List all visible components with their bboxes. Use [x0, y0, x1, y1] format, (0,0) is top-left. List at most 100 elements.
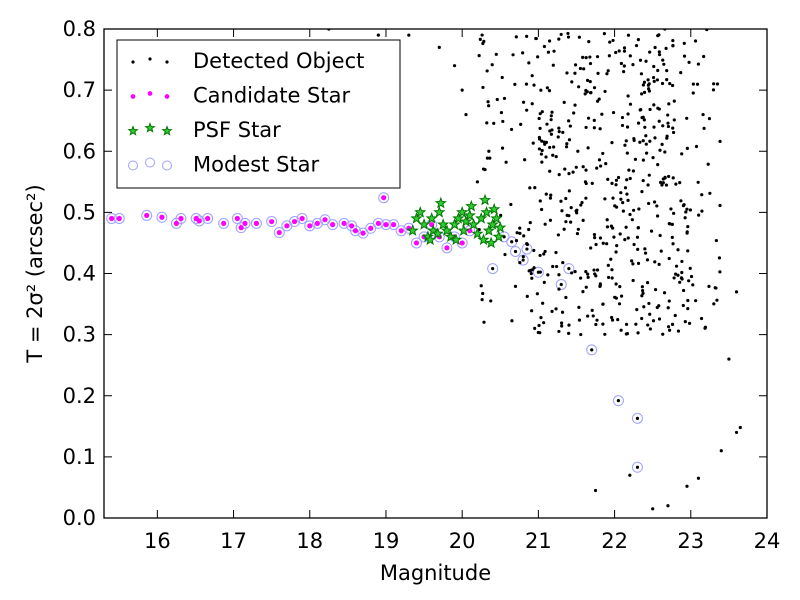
detected-point	[670, 235, 674, 239]
detected-point	[683, 320, 687, 324]
detected-point	[592, 232, 597, 237]
detected-point	[636, 331, 640, 335]
detected-point	[576, 149, 580, 153]
detected-point	[616, 318, 620, 322]
x-tick-label: 19	[373, 529, 400, 553]
detected-point	[686, 225, 690, 229]
detected-point	[585, 78, 590, 83]
plot-marks	[106, 29, 742, 511]
detected-point	[616, 175, 621, 180]
series-modest	[106, 192, 643, 473]
psf-star-point	[431, 227, 444, 239]
detected-point	[500, 146, 505, 150]
detected-point	[609, 257, 613, 261]
modest-star-point	[156, 211, 168, 223]
modest-star-point	[631, 412, 643, 424]
psf-star-point	[444, 230, 457, 243]
detected-point	[562, 100, 566, 104]
detected-point	[643, 247, 647, 251]
detected-point	[546, 50, 551, 54]
detected-point	[661, 332, 665, 336]
detected-point	[549, 114, 553, 118]
detected-point	[631, 278, 635, 283]
psf-star-point	[467, 218, 480, 230]
detected-point	[584, 168, 588, 172]
detected-point	[603, 89, 607, 94]
detected-point	[562, 227, 566, 231]
detected-point	[567, 331, 571, 335]
detected-point	[539, 88, 543, 92]
detected-point	[646, 183, 650, 187]
detected-point	[648, 327, 652, 331]
detected-point	[544, 192, 548, 196]
detected-point	[588, 91, 593, 95]
detected-point	[574, 165, 578, 169]
modest-star-point	[586, 344, 598, 356]
detected-point	[548, 145, 552, 150]
detected-point	[621, 201, 625, 205]
candidate-star-point	[159, 214, 165, 220]
modest-star-point	[327, 219, 339, 231]
detected-point	[668, 82, 672, 86]
detected-point	[655, 204, 659, 208]
detected-point	[632, 242, 636, 247]
detected-point	[685, 484, 689, 488]
detected-point	[581, 165, 585, 169]
detected-point	[538, 112, 542, 116]
detected-point	[683, 216, 687, 220]
detected-point	[679, 71, 683, 75]
detected-point	[540, 110, 544, 114]
detected-point	[550, 128, 554, 132]
y-axis-label: T = 2σ² (arcsec²)	[23, 184, 47, 363]
detected-point	[626, 112, 630, 116]
axis-ticks: 16 17 18 19 20 21 22 23 24 0.0 0.1 0.2 0.3 0.4 0.5 0.6 0…	[63, 17, 781, 553]
detected-point	[588, 80, 592, 84]
detected-point	[574, 209, 578, 213]
modest-star-point	[517, 254, 529, 266]
detected-point	[592, 126, 596, 130]
detected-point	[614, 50, 618, 55]
detected-point	[518, 226, 522, 230]
detected-point	[688, 208, 692, 212]
detected-point	[607, 54, 611, 58]
candidate-star-point	[173, 220, 179, 226]
candidate-star-point	[269, 218, 275, 225]
detected-point	[672, 276, 676, 280]
detected-point	[636, 247, 640, 251]
detected-point	[671, 44, 675, 48]
candidate-star-point	[238, 225, 244, 231]
detected-point	[614, 282, 618, 286]
detected-point	[678, 181, 682, 185]
detected-point	[542, 44, 546, 49]
detected-point	[611, 196, 615, 200]
detected-point	[638, 58, 643, 62]
detected-point	[708, 191, 712, 195]
candidate-star-point	[253, 220, 260, 226]
detected-point	[610, 318, 615, 322]
detected-point	[657, 304, 661, 308]
psf-star-point	[490, 212, 503, 224]
detected-point	[554, 307, 558, 311]
detected-point	[581, 290, 585, 294]
detected-point	[530, 74, 534, 78]
detected-point	[687, 321, 692, 325]
detected-point	[584, 270, 588, 274]
legend-marker-detected	[165, 60, 169, 64]
detected-point	[595, 55, 600, 59]
detected-point	[537, 147, 542, 151]
detected-point	[648, 50, 652, 54]
psf-star-point	[492, 230, 505, 243]
detected-point	[663, 150, 667, 154]
detected-point	[632, 138, 636, 142]
modest-star-point	[113, 212, 125, 224]
detected-point	[667, 102, 671, 106]
detected-point	[695, 82, 700, 86]
detected-point	[666, 306, 670, 310]
detected-point	[631, 262, 635, 266]
detected-point	[686, 298, 690, 303]
legend-marker-modest	[145, 157, 155, 168]
detected-point	[671, 126, 675, 130]
detected-point	[610, 181, 614, 185]
detected-point	[637, 207, 641, 211]
detected-point	[609, 224, 614, 228]
